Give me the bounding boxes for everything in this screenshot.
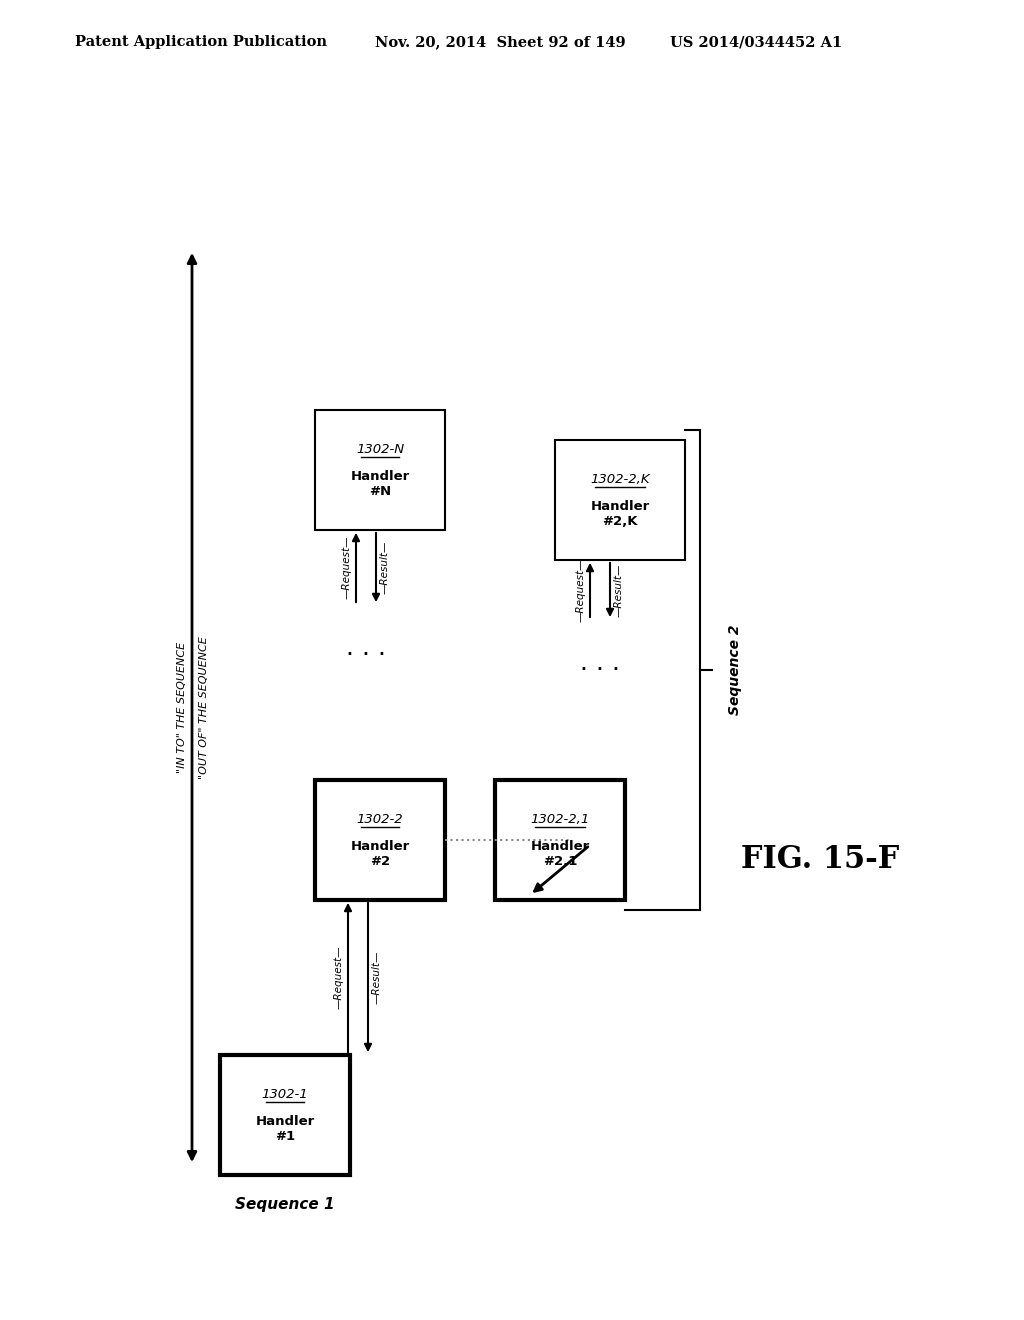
Text: · · ·: · · · [346, 643, 386, 667]
Bar [495, 780, 625, 900]
Text: —Result—: —Result— [380, 541, 390, 594]
Text: Handler
#N: Handler #N [350, 470, 410, 499]
Bar [220, 1055, 350, 1175]
Text: 1302-2,K: 1302-2,K [590, 473, 650, 486]
Text: 1302-N: 1302-N [356, 444, 404, 457]
Text: —Request—: —Request— [342, 536, 352, 599]
Text: Handler
#2,1: Handler #2,1 [530, 841, 590, 869]
Bar [315, 411, 445, 531]
Text: Handler
#2,K: Handler #2,K [591, 500, 649, 528]
Text: 1302-2: 1302-2 [356, 813, 403, 826]
Text: · · ·: · · · [580, 657, 620, 682]
Text: —Request—: —Request— [575, 558, 586, 622]
Text: FIG. 15-F: FIG. 15-F [741, 845, 899, 875]
Text: "IN TO" THE SEQUENCE: "IN TO" THE SEQUENCE [177, 642, 187, 774]
Bar [315, 780, 445, 900]
Text: US 2014/0344452 A1: US 2014/0344452 A1 [670, 36, 843, 49]
Text: Sequence 2: Sequence 2 [728, 624, 742, 715]
Text: Handler
#1: Handler #1 [255, 1115, 314, 1143]
Text: Sequence 1: Sequence 1 [236, 1197, 335, 1212]
Text: —Request—: —Request— [334, 945, 344, 1010]
Text: Patent Application Publication: Patent Application Publication [75, 36, 327, 49]
Text: —Result—: —Result— [372, 950, 382, 1005]
Text: 1302-2,1: 1302-2,1 [530, 813, 590, 826]
Text: 1302-1: 1302-1 [262, 1088, 308, 1101]
Text: —Result—: —Result— [614, 564, 624, 616]
Text: Nov. 20, 2014  Sheet 92 of 149: Nov. 20, 2014 Sheet 92 of 149 [375, 36, 626, 49]
Text: "OUT OF" THE SEQUENCE: "OUT OF" THE SEQUENCE [199, 636, 209, 779]
Text: Handler
#2: Handler #2 [350, 841, 410, 869]
Bar [555, 440, 685, 560]
